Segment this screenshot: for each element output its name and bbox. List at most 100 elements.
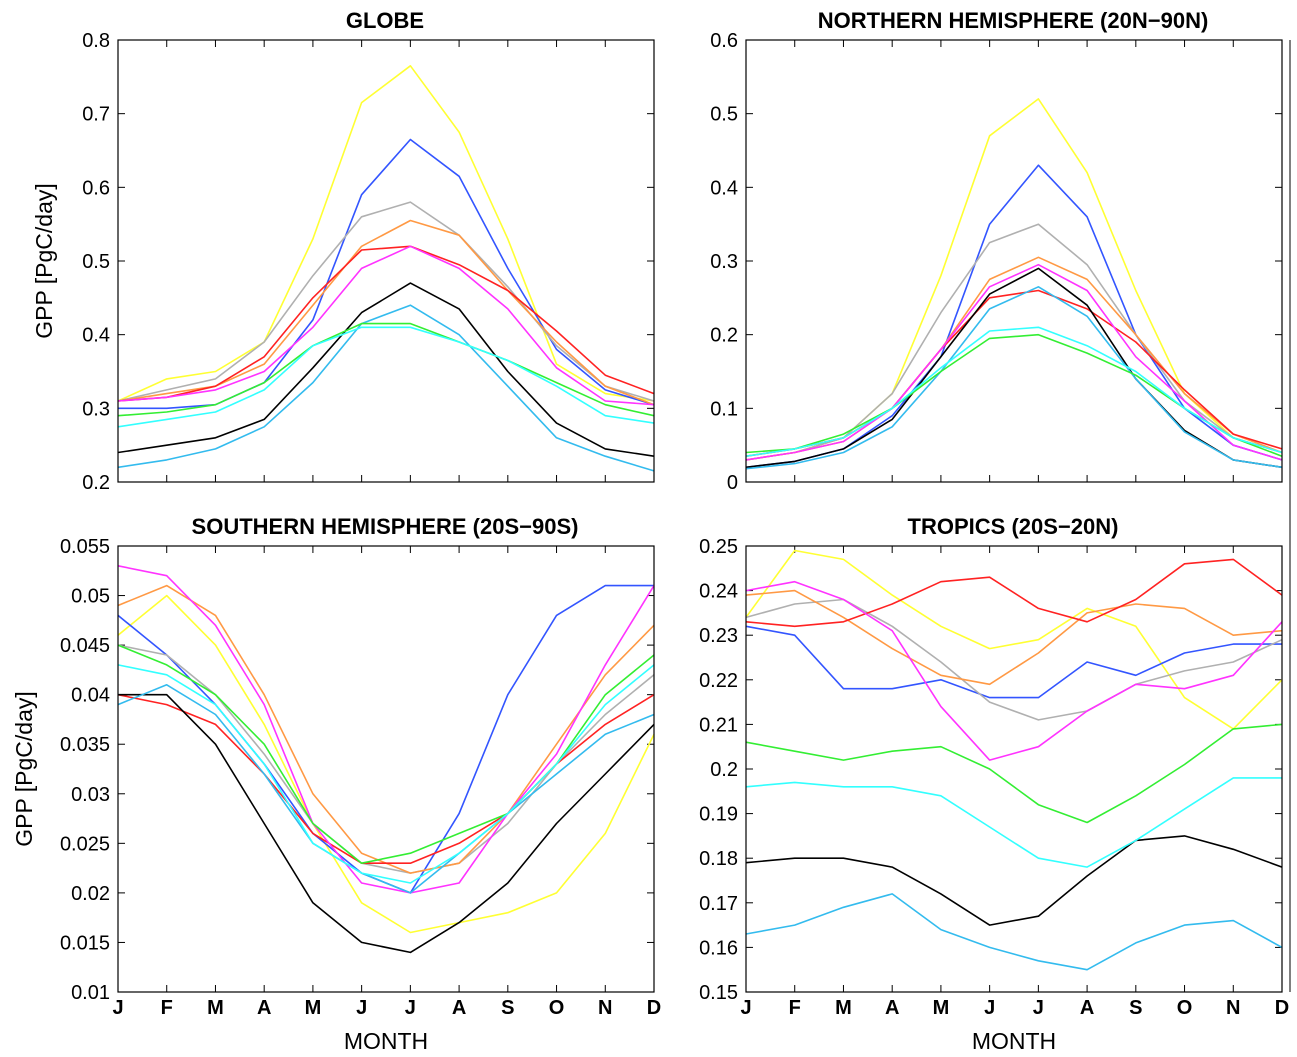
series-group [117,65,655,472]
axis-ticks: 0.15 0.16 0.17 0.18 0.19 0.2 0.21 0.22 0.23 0.24 0… [699,536,1289,1019]
series-line-5 [745,580,1283,761]
series-line-5 [117,565,655,894]
axis-ticks: 0.01 0.015 0.02 0.025 0.03 0.035 0.04 0.045 0.05… [60,536,661,1019]
panel-globe: GLOBE GPP [PgC/day] 0.20.30.40.50.60.70.… [31,8,655,494]
series-line-8 [117,322,655,417]
y-tick-label: 0 [727,472,738,494]
series-line-5 [745,263,1283,461]
x-tick-label: F [161,997,173,1019]
series-line-9 [745,777,1282,868]
series-line-4 [745,558,1283,628]
y-tick-label: 0.6 [82,177,110,199]
y-tick-label: 0.21 [699,714,738,736]
y-tick-label: 0.035 [60,734,110,756]
panel-title: SOUTHERN HEMISPHERE (20S−90S) [192,514,579,539]
plot-frame [745,39,1283,483]
series-line-7 [117,683,655,894]
y-tick-label: 0.19 [699,804,738,826]
x-tick-label: S [1129,997,1142,1019]
series-line-7 [745,893,1283,971]
y-tick-label: 0.5 [710,104,738,126]
series-line-8 [117,644,655,865]
series-line-7 [117,304,655,472]
y-tick-label: 0.3 [710,251,738,273]
y-tick-label: 0.01 [71,982,110,1004]
x-tick-label: J [740,997,751,1019]
y-tick-label: 0.05 [71,586,110,608]
y-tick-label: 0.2 [710,759,738,781]
x-tick-label: D [1275,997,1289,1019]
series-line-0 [745,549,1283,730]
y-tick-label: 0.16 [699,937,738,959]
series-line-6 [117,282,655,457]
x-tick-label: N [1226,997,1240,1019]
x-tick-label: N [598,997,612,1019]
series-line-4 [117,693,655,865]
panel-northern-hemisphere: NORTHERN HEMISPHERE (20N−90N) 0 0.1 0.2 0.3… [710,8,1283,494]
series-line-3 [745,589,1283,686]
series-group [117,565,655,954]
y-tick-label: 0.7 [82,104,110,126]
series-line-2 [745,598,1283,721]
y-tick-label: 0.17 [699,893,738,915]
y-tick-label: 0.055 [60,536,110,558]
series-line-9 [745,326,1283,457]
series-group [745,549,1283,971]
y-tick-label: 0.5 [82,251,110,273]
series-line-0 [117,65,655,402]
series-line-0 [117,594,655,934]
x-tick-label: J [356,997,367,1019]
y-tick-label: 0.6 [710,30,738,52]
y-tick-label: 0.04 [71,685,110,707]
x-tick-label: A [885,997,899,1019]
plot-frame [745,545,1283,993]
y-tick-label: 0.02 [71,883,110,905]
x-tick-label: J [1033,997,1044,1019]
x-tick-label: A [452,997,466,1019]
panel-title: TROPICS (20S−20N) [908,514,1119,539]
y-tick-label: 0.2 [710,325,738,347]
series-line-5 [117,245,655,406]
panel-title: NORTHERN HEMISPHERE (20N−90N) [818,8,1209,33]
panel-southern-hemisphere: SOUTHERN HEMISPHERE (20S−90S) GPP [PgC/d… [11,514,661,1054]
plot-frame [117,545,655,993]
series-line-6 [745,835,1283,926]
y-tick-label: 0.045 [60,635,110,657]
series-line-8 [745,723,1283,824]
x-tick-label: M [835,997,852,1019]
y-tick-label: 0.23 [699,625,738,647]
series-group [745,98,1283,470]
y-tick-label: 0.24 [699,581,738,603]
y-tick-label: 0.1 [710,398,738,420]
x-tick-label: M [933,997,950,1019]
y-axis-label: GPP [PgC/day] [31,183,57,339]
x-tick-label: F [789,997,801,1019]
series-line-1 [745,625,1282,699]
y-tick-label: 0.03 [71,784,110,806]
y-axis-label: GPP [PgC/day] [11,691,37,847]
y-tick-label: 0.2 [82,472,110,494]
y-tick-label: 0.18 [699,848,738,870]
series-line-2 [117,201,655,402]
x-tick-label: O [1177,997,1193,1019]
series-line-7 [745,285,1283,470]
series-line-6 [118,693,655,954]
panel-tropics: TROPICS (20S−20N) MONTH 0.15 0.16 0.17 0.18… [699,514,1289,1054]
y-tick-label: 0.4 [82,325,110,347]
x-tick-label: O [549,997,565,1019]
series-line-6 [745,267,1283,469]
x-axis-label: MONTH [972,1028,1056,1054]
series-line-2 [117,644,655,874]
panel-title: GLOBE [346,8,424,33]
y-tick-label: 0.15 [699,982,738,1004]
y-tick-label: 0.8 [82,30,110,52]
y-tick-label: 0.025 [60,833,110,855]
x-tick-label: A [257,997,271,1019]
x-tick-label: M [305,997,322,1019]
x-tick-label: A [1080,997,1094,1019]
x-tick-label: S [501,997,514,1019]
series-line-9 [117,326,655,428]
series-line-4 [117,245,655,402]
y-tick-label: 0.25 [699,536,738,558]
